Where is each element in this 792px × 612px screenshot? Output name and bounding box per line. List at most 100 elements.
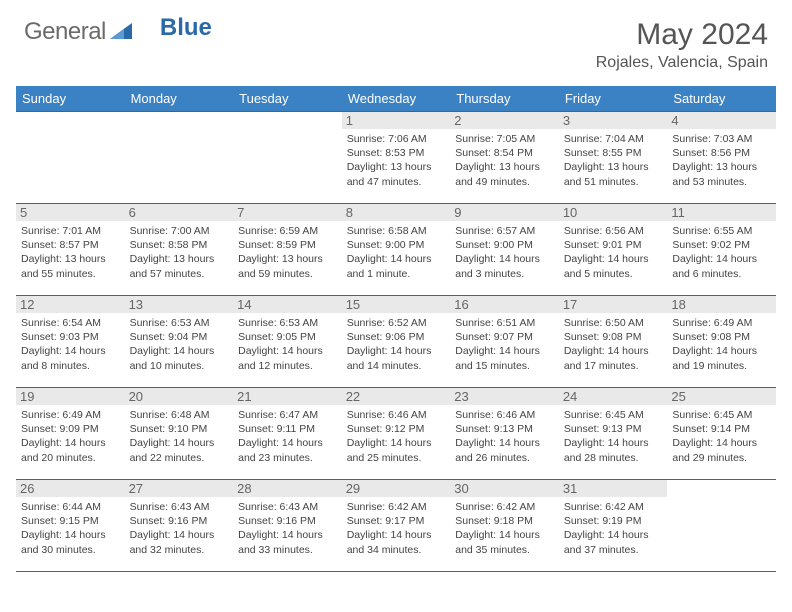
day-info: Sunrise: 6:45 AMSunset: 9:13 PMDaylight:… <box>564 408 663 465</box>
day-number: 16 <box>450 296 559 313</box>
calendar-cell: 23 Sunrise: 6:46 AMSunset: 9:13 PMDayligh… <box>450 388 559 480</box>
day-info: Sunrise: 6:46 AMSunset: 9:12 PMDaylight:… <box>347 408 446 465</box>
calendar-cell: 13 Sunrise: 6:53 AMSunset: 9:04 PMDayligh… <box>125 296 234 388</box>
day-number: 25 <box>667 388 776 405</box>
calendar-cell: 3 Sunrise: 7:04 AMSunset: 8:55 PMDaylight… <box>559 112 668 204</box>
day-info: Sunrise: 6:49 AMSunset: 9:09 PMDaylight:… <box>21 408 120 465</box>
day-header: Sunday <box>16 86 125 112</box>
day-info: Sunrise: 7:03 AMSunset: 8:56 PMDaylight:… <box>672 132 771 189</box>
day-number: 3 <box>559 112 668 129</box>
calendar-cell: 19 Sunrise: 6:49 AMSunset: 9:09 PMDayligh… <box>16 388 125 480</box>
day-number: 4 <box>667 112 776 129</box>
day-number: 21 <box>233 388 342 405</box>
day-info: Sunrise: 6:47 AMSunset: 9:11 PMDaylight:… <box>238 408 337 465</box>
calendar-cell: 10Sunrise: 6:56 AMSunset: 9:01 PMDayligh… <box>559 204 668 296</box>
calendar-cell: 5Sunrise: 7:01 AMSunset: 8:57 PMDaylight… <box>16 204 125 296</box>
day-header: Thursday <box>450 86 559 112</box>
calendar-cell: 9 Sunrise: 6:57 AMSunset: 9:00 PMDaylight… <box>450 204 559 296</box>
day-info: Sunrise: 6:53 AMSunset: 9:04 PMDaylight:… <box>130 316 229 373</box>
day-number: 18 <box>667 296 776 313</box>
day-number: 13 <box>125 296 234 313</box>
calendar-cell: 28 Sunrise: 6:43 AMSunset: 9:16 PMDayligh… <box>233 480 342 572</box>
day-info: Sunrise: 6:42 AMSunset: 9:19 PMDaylight:… <box>564 500 663 557</box>
day-number: 19 <box>16 388 125 405</box>
day-info: Sunrise: 6:45 AMSunset: 9:14 PMDaylight:… <box>672 408 771 465</box>
calendar-cell: 11Sunrise: 6:55 AMSunset: 9:02 PMDayligh… <box>667 204 776 296</box>
logo-text-blue: Blue <box>160 14 212 42</box>
day-number: 30 <box>450 480 559 497</box>
calendar-cell: 29 Sunrise: 6:42 AMSunset: 9:17 PMDayligh… <box>342 480 451 572</box>
calendar-cell: 6Sunrise: 7:00 AMSunset: 8:58 PMDaylight… <box>125 204 234 296</box>
day-header: Friday <box>559 86 668 112</box>
calendar-cell: 26 Sunrise: 6:44 AMSunset: 9:15 PMDayligh… <box>16 480 125 572</box>
day-header: Tuesday <box>233 86 342 112</box>
calendar-row: 5Sunrise: 7:01 AMSunset: 8:57 PMDaylight… <box>16 204 776 296</box>
day-info: Sunrise: 6:54 AMSunset: 9:03 PMDaylight:… <box>21 316 120 373</box>
day-number: 15 <box>342 296 451 313</box>
day-number: 6 <box>125 204 234 221</box>
calendar-cell: 30 Sunrise: 6:42 AMSunset: 9:18 PMDayligh… <box>450 480 559 572</box>
calendar-head: SundayMondayTuesdayWednesdayThursdayFrid… <box>16 86 776 112</box>
calendar-cell <box>233 112 342 204</box>
calendar-body: 1Sunrise: 7:06 AMSunset: 8:53 PMDaylight… <box>16 112 776 572</box>
calendar-cell: 27 Sunrise: 6:43 AMSunset: 9:16 PMDayligh… <box>125 480 234 572</box>
day-info: Sunrise: 6:52 AMSunset: 9:06 PMDaylight:… <box>347 316 446 373</box>
day-number: 20 <box>125 388 234 405</box>
day-info: Sunrise: 6:46 AMSunset: 9:13 PMDaylight:… <box>455 408 554 465</box>
day-number: 1 <box>342 112 451 129</box>
day-header: Wednesday <box>342 86 451 112</box>
calendar-cell: 7Sunrise: 6:59 AMSunset: 8:59 PMDaylight… <box>233 204 342 296</box>
day-number: 29 <box>342 480 451 497</box>
day-number: 26 <box>16 480 125 497</box>
day-number: 31 <box>559 480 668 497</box>
day-number: 8 <box>342 204 451 221</box>
day-info: Sunrise: 6:55 AMSunset: 9:02 PMDaylight:… <box>672 224 771 281</box>
header: General Blue May 2024 Rojales, Valencia,… <box>0 0 792 78</box>
calendar-cell: 24 Sunrise: 6:45 AMSunset: 9:13 PMDayligh… <box>559 388 668 480</box>
day-info: Sunrise: 6:48 AMSunset: 9:10 PMDaylight:… <box>130 408 229 465</box>
day-number: 28 <box>233 480 342 497</box>
day-info: Sunrise: 6:42 AMSunset: 9:18 PMDaylight:… <box>455 500 554 557</box>
calendar-row: 1Sunrise: 7:06 AMSunset: 8:53 PMDaylight… <box>16 112 776 204</box>
day-info: Sunrise: 6:53 AMSunset: 9:05 PMDaylight:… <box>238 316 337 373</box>
day-info: Sunrise: 6:59 AMSunset: 8:59 PMDaylight:… <box>238 224 337 281</box>
logo: General Blue <box>24 18 184 46</box>
page-title: May 2024 <box>596 18 768 52</box>
calendar-cell <box>667 480 776 572</box>
calendar-cell: 31 Sunrise: 6:42 AMSunset: 9:19 PMDayligh… <box>559 480 668 572</box>
day-header: Saturday <box>667 86 776 112</box>
calendar-cell: 8 Sunrise: 6:58 AMSunset: 9:00 PMDaylight… <box>342 204 451 296</box>
day-number: 14 <box>233 296 342 313</box>
calendar-cell: 18Sunrise: 6:49 AMSunset: 9:08 PMDayligh… <box>667 296 776 388</box>
day-number: 10 <box>559 204 668 221</box>
day-info: Sunrise: 6:42 AMSunset: 9:17 PMDaylight:… <box>347 500 446 557</box>
calendar-row: 12Sunrise: 6:54 AMSunset: 9:03 PMDayligh… <box>16 296 776 388</box>
day-info: Sunrise: 6:44 AMSunset: 9:15 PMDaylight:… <box>21 500 120 557</box>
day-info: Sunrise: 6:50 AMSunset: 9:08 PMDaylight:… <box>564 316 663 373</box>
day-number: 23 <box>450 388 559 405</box>
day-number: 17 <box>559 296 668 313</box>
calendar-cell: 16Sunrise: 6:51 AMSunset: 9:07 PMDayligh… <box>450 296 559 388</box>
calendar-cell: 2Sunrise: 7:05 AMSunset: 8:54 PMDaylight… <box>450 112 559 204</box>
calendar-cell: 4 Sunrise: 7:03 AMSunset: 8:56 PMDaylight… <box>667 112 776 204</box>
calendar-cell: 21 Sunrise: 6:47 AMSunset: 9:11 PMDayligh… <box>233 388 342 480</box>
day-header: Monday <box>125 86 234 112</box>
day-number: 27 <box>125 480 234 497</box>
day-number: 2 <box>450 112 559 129</box>
day-number: 5 <box>16 204 125 221</box>
calendar-cell <box>16 112 125 204</box>
calendar-row: 26 Sunrise: 6:44 AMSunset: 9:15 PMDayligh… <box>16 480 776 572</box>
calendar-cell: 14 Sunrise: 6:53 AMSunset: 9:05 PMDayligh… <box>233 296 342 388</box>
day-info: Sunrise: 6:58 AMSunset: 9:00 PMDaylight:… <box>347 224 446 281</box>
day-number: 24 <box>559 388 668 405</box>
day-info: Sunrise: 6:57 AMSunset: 9:00 PMDaylight:… <box>455 224 554 281</box>
day-number: 22 <box>342 388 451 405</box>
logo-triangle-icon <box>110 18 132 46</box>
day-info: Sunrise: 6:43 AMSunset: 9:16 PMDaylight:… <box>238 500 337 557</box>
title-block: May 2024 Rojales, Valencia, Spain <box>596 18 768 72</box>
day-info: Sunrise: 7:04 AMSunset: 8:55 PMDaylight:… <box>564 132 663 189</box>
day-info: Sunrise: 6:43 AMSunset: 9:16 PMDaylight:… <box>130 500 229 557</box>
calendar-cell: 12Sunrise: 6:54 AMSunset: 9:03 PMDayligh… <box>16 296 125 388</box>
logo-text-general: General <box>24 18 106 46</box>
day-number: 9 <box>450 204 559 221</box>
